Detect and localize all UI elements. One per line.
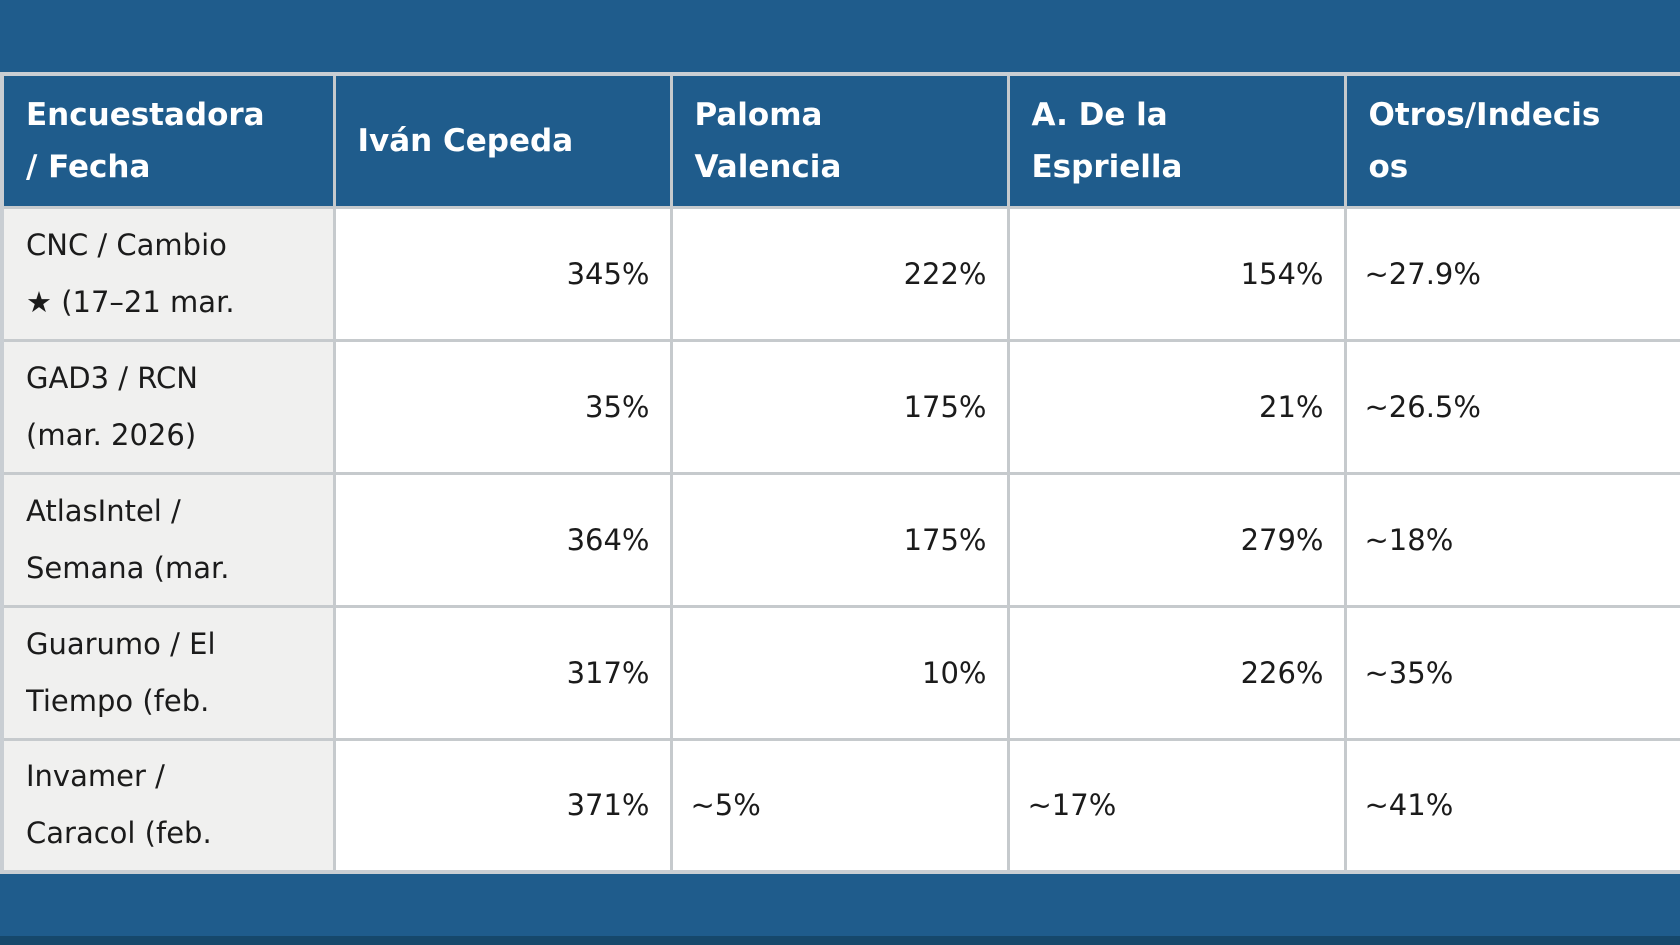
row-label-text: Guarumo / El Tiempo (feb.	[26, 626, 216, 718]
table-row-guarumo-el-tiempo: Guarumo / El Tiempo (feb. 317% 10% 226% …	[0, 604, 1680, 741]
cell-value: 175%	[669, 471, 1010, 608]
table-row-atlasintel-semana: AtlasIntel / Semana (mar. 364% 175% 279%…	[0, 471, 1680, 608]
cell-value: 175%	[669, 338, 1010, 475]
cell-value: 317%	[332, 604, 673, 741]
cell-value: ~35%	[1343, 604, 1680, 741]
cell-value: ~41%	[1343, 737, 1680, 874]
row-label-text: CNC / Cambio ★ (17–21 mar.	[26, 227, 235, 319]
row-label-cnc-cambio: CNC / Cambio ★ (17–21 mar.	[0, 205, 336, 342]
cell-value: 35%	[332, 338, 673, 475]
cell-value: 21%	[1006, 338, 1347, 475]
column-header-ivan-cepeda: Iván Cepeda	[332, 72, 673, 209]
column-header-paloma-valencia: Paloma Valencia	[669, 72, 1010, 209]
cell-value: 345%	[332, 205, 673, 342]
cell-value: 226%	[1006, 604, 1347, 741]
cell-value: ~18%	[1343, 471, 1680, 608]
row-label-invamer-caracol: Invamer / Caracol (feb.	[0, 737, 336, 874]
cell-value: 279%	[1006, 471, 1347, 608]
table-header: Encuestadora / Fecha Iván Cepeda Paloma …	[0, 72, 1680, 209]
cell-value: 154%	[1006, 205, 1347, 342]
table-row-invamer-caracol: Invamer / Caracol (feb. 371% ~5% ~17% ~4…	[0, 737, 1680, 874]
cell-value: ~17%	[1006, 737, 1347, 874]
row-label-gad3-rcn: GAD3 / RCN (mar. 2026)	[0, 338, 336, 475]
row-label-guarumo-el-tiempo: Guarumo / El Tiempo (feb.	[0, 604, 336, 741]
row-label-text: AtlasIntel / Semana (mar.	[26, 493, 230, 585]
column-header-encuestadora-fecha: Encuestadora / Fecha	[0, 72, 336, 209]
column-header-a-de-la-espriella: A. De la Espriella	[1006, 72, 1347, 209]
cell-value: 10%	[669, 604, 1010, 741]
poll-results-table: Encuestadora / Fecha Iván Cepeda Paloma …	[0, 72, 1680, 874]
cell-value: ~5%	[669, 737, 1010, 874]
table-body: CNC / Cambio ★ (17–21 mar. 345% 222% 154…	[0, 205, 1680, 874]
cell-value: ~26.5%	[1343, 338, 1680, 475]
column-header-otros-indecisos: Otros/Indecis os	[1343, 72, 1680, 209]
bottom-edge-strip	[0, 936, 1680, 945]
header-row: Encuestadora / Fecha Iván Cepeda Paloma …	[0, 72, 1680, 209]
cell-value: ~27.9%	[1343, 205, 1680, 342]
cell-value: 222%	[669, 205, 1010, 342]
table-row-gad3-rcn: GAD3 / RCN (mar. 2026) 35% 175% 21% ~26.…	[0, 338, 1680, 475]
row-label-text: GAD3 / RCN (mar. 2026)	[26, 360, 198, 452]
cell-value: 364%	[332, 471, 673, 608]
cell-value: 371%	[332, 737, 673, 874]
table-row-cnc-cambio: CNC / Cambio ★ (17–21 mar. 345% 222% 154…	[0, 205, 1680, 342]
row-label-text: Invamer / Caracol (feb.	[26, 759, 212, 851]
row-label-atlasintel-semana: AtlasIntel / Semana (mar.	[0, 471, 336, 608]
